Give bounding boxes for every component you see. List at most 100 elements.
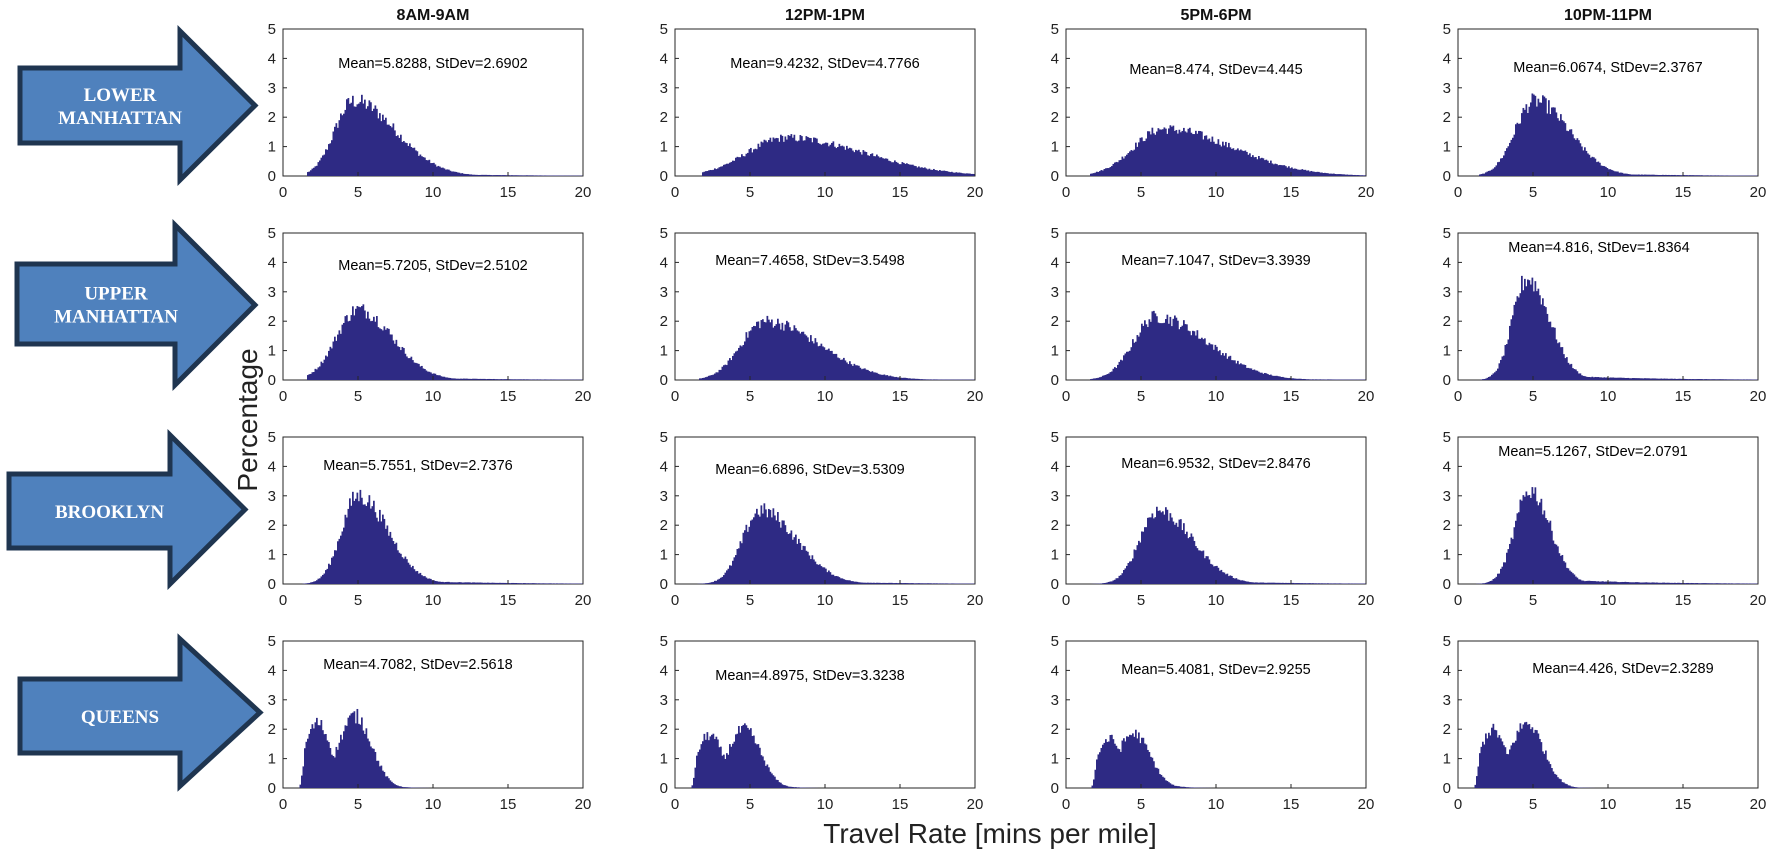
histogram-bar [460,378,462,380]
histogram-bar [730,360,733,380]
histogram-bar [1153,761,1155,788]
histogram-bar [733,353,736,380]
histogram-bar [548,583,551,584]
histogram-bar [753,325,755,380]
histogram-bar [919,167,922,176]
histogram-bar [1172,125,1175,176]
histogram-bar [1737,379,1739,380]
y-tick-label: 0 [1051,168,1059,185]
histogram-bar [1677,175,1679,176]
histogram-bar [305,583,308,584]
histogram-bar [777,512,779,584]
histogram-bar [943,170,946,176]
histogram-bar [1250,156,1253,176]
histogram-bar [700,378,703,380]
histogram-bar [1621,581,1624,584]
y-tick-label: 2 [1051,517,1059,534]
histogram-bar [1474,784,1477,788]
histogram-bar [918,166,920,176]
histogram-bar [1558,342,1561,380]
stats-annotation: Mean=4.426, StDev=2.3289 [1532,661,1713,677]
histogram-bar [1678,378,1681,380]
x-tick-label: 15 [1675,592,1692,609]
histogram-bar [1208,559,1211,584]
histogram-bar [442,167,444,176]
histogram-bar [497,582,500,584]
histogram-bar [436,166,438,176]
histogram-bar [518,379,521,380]
histogram-bar [1596,581,1598,584]
histogram-bar [880,582,883,584]
y-axis-label: Percentage [232,348,263,491]
x-tick-label: 20 [1750,796,1767,813]
histogram-bar [745,332,748,380]
histogram-bar [542,583,545,584]
histogram-bar [1198,338,1200,380]
histogram-bar [343,731,345,788]
histogram-bar [1225,353,1227,380]
histogram-bar [425,577,428,584]
histogram-bar [397,785,399,788]
histogram-bar [304,748,306,788]
histogram-bar [326,356,329,380]
histogram-bar [1304,583,1307,584]
histogram-bar [1500,568,1502,584]
histogram-bar [936,379,938,380]
histogram-bar [367,502,369,584]
histogram-bar [1145,138,1148,176]
y-tick-label: 2 [1443,517,1451,534]
histogram-bar [1627,582,1630,584]
histogram-bar [727,163,730,176]
histogram-bar [1327,379,1329,380]
histogram-bar [1174,785,1176,788]
y-tick-label: 0 [660,168,668,185]
histogram-bar [359,307,362,380]
histogram-bar [1566,567,1568,584]
histogram-bar [1663,174,1666,176]
histogram-bar [1650,378,1652,380]
y-tick-label: 1 [268,547,276,564]
histogram-bar [1148,752,1151,788]
histogram-bar [365,108,368,176]
histogram-bar [1660,174,1663,176]
histogram-bar [775,324,778,380]
histogram-bar [891,376,893,380]
histogram-bar [741,346,743,380]
histogram-bar [831,350,833,380]
histogram-bar [861,369,863,380]
histogram-bar [751,326,754,380]
histogram-bar [1202,139,1205,176]
histogram-bar [1540,102,1543,176]
histogram-bar [1521,500,1523,584]
histogram-bar [490,582,492,584]
histogram-bar [1680,582,1682,584]
histogram-bar [554,175,557,176]
histogram-bar [1120,359,1122,380]
histogram-bar [787,534,790,584]
histogram-bar [1569,785,1571,788]
histogram-bar [350,713,353,788]
histogram-bar [1283,377,1286,380]
histogram-bar [1159,510,1161,584]
histogram-bar [503,582,506,584]
y-tick-label: 0 [1443,372,1451,389]
histogram-bar [1482,583,1484,584]
x-tick-label: 5 [1529,388,1537,405]
histogram-bar [1102,583,1104,584]
histogram-bar [1105,582,1107,584]
histogram-bar [898,583,901,584]
histogram-bar [382,114,384,176]
histogram-bar [705,583,707,584]
histogram-bar [1561,347,1564,380]
histogram-bar [1590,580,1592,584]
histogram-bar [771,773,773,788]
histogram-bar [973,174,976,176]
histogram-bar [1091,173,1094,176]
histogram-bar [541,175,543,176]
histogram-bar [1575,369,1577,380]
histogram-bar [1223,355,1226,380]
histogram-bar [434,373,437,380]
x-tick-label: 5 [1137,796,1145,813]
histogram-bar [1288,378,1290,380]
histogram-bar [464,378,467,380]
